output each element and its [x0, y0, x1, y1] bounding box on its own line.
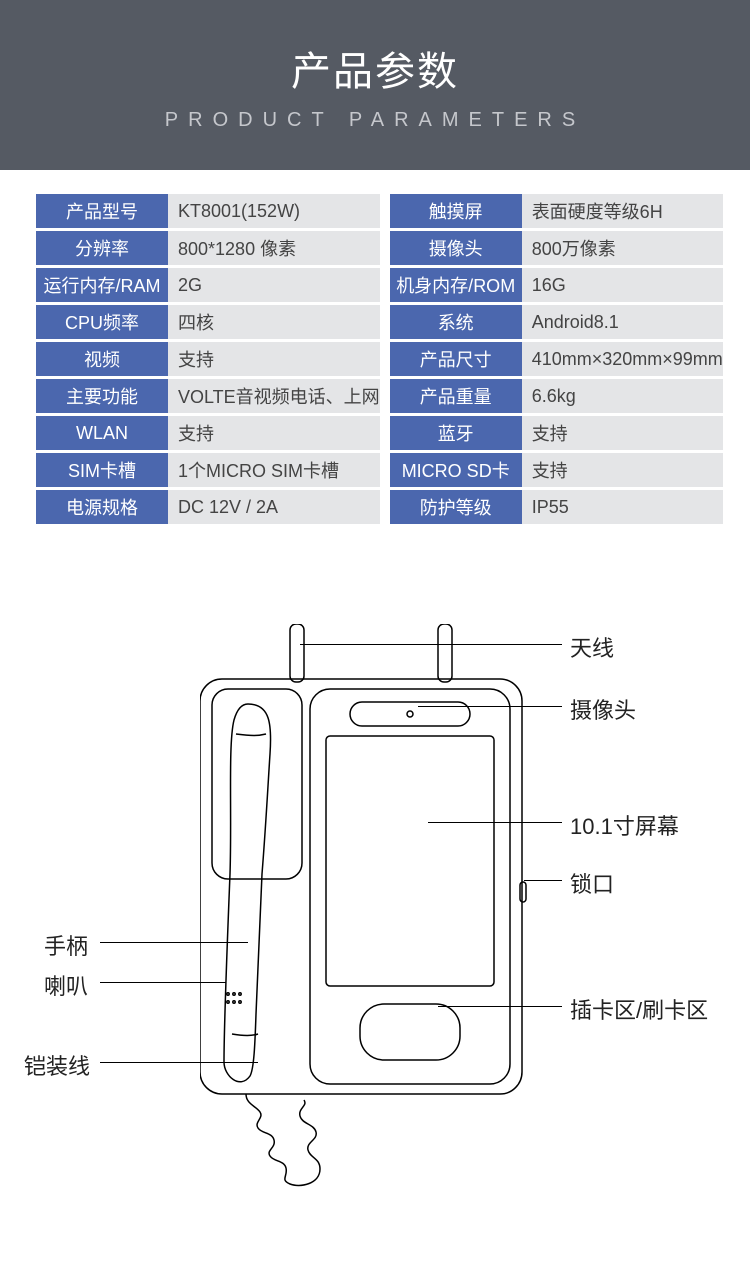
spec-label: 产品重量	[390, 379, 522, 413]
leader-line	[100, 982, 226, 983]
spec-label: MICRO SD卡	[390, 453, 522, 487]
spec-row: 视频支持	[36, 342, 380, 376]
spec-column-left: 产品型号KT8001(152W)分辨率800*1280 像素运行内存/RAM2G…	[36, 194, 380, 524]
diagram-callout: 锁口	[570, 867, 614, 899]
header: 产品参数 PRODUCT PARAMETERS	[0, 0, 750, 170]
diagram-callout: 铠装线	[24, 1049, 90, 1081]
spec-row: 运行内存/RAM2G	[36, 268, 380, 302]
leader-line	[524, 880, 562, 881]
spec-label: SIM卡槽	[36, 453, 168, 487]
diagram-callout: 手柄	[44, 929, 88, 961]
spec-value: 支持	[168, 342, 380, 376]
spec-table: 产品型号KT8001(152W)分辨率800*1280 像素运行内存/RAM2G…	[0, 170, 750, 534]
spec-label: 蓝牙	[390, 416, 522, 450]
diagram-callout: 天线	[570, 631, 614, 663]
spec-value: 四核	[168, 305, 380, 339]
diagram-callout: 插卡区/刷卡区	[570, 993, 708, 1025]
spec-row: 产品型号KT8001(152W)	[36, 194, 380, 228]
page-title: 产品参数	[291, 39, 459, 97]
spec-value: 支持	[522, 453, 723, 487]
leader-line	[100, 942, 248, 943]
spec-value: DC 12V / 2A	[168, 490, 380, 524]
product-diagram: 天线摄像头 10.1寸屏幕锁口插卡区/刷卡区 手柄喇叭铠装线	[0, 584, 750, 1264]
spec-label: 触摸屏	[390, 194, 522, 228]
spec-row: 产品尺寸410mm×320mm×99mm	[390, 342, 723, 376]
spec-label: 视频	[36, 342, 168, 376]
spec-row: 蓝牙支持	[390, 416, 723, 450]
spec-label: 防护等级	[390, 490, 522, 524]
spec-label: 产品型号	[36, 194, 168, 228]
spec-value: 支持	[168, 416, 380, 450]
leader-line	[418, 706, 562, 707]
leader-line	[100, 1062, 258, 1063]
spec-label: 电源规格	[36, 490, 168, 524]
spec-value: KT8001(152W)	[168, 194, 380, 228]
spec-label: 系统	[390, 305, 522, 339]
spec-row: 电源规格DC 12V / 2A	[36, 490, 380, 524]
spec-label: WLAN	[36, 416, 168, 450]
spec-value: 800万像素	[522, 231, 723, 265]
spec-label: 产品尺寸	[390, 342, 522, 376]
spec-value: 800*1280 像素	[168, 231, 380, 265]
spec-row: CPU频率四核	[36, 305, 380, 339]
spec-value: 6.6kg	[522, 379, 723, 413]
spec-value: 1个MICRO SIM卡槽	[168, 453, 380, 487]
diagram-callout: 10.1寸屏幕	[570, 809, 679, 841]
spec-value: IP55	[522, 490, 723, 524]
spec-value: 410mm×320mm×99mm	[522, 342, 723, 376]
spec-row: 防护等级IP55	[390, 490, 723, 524]
spec-value: VOLTE音视频电话、上网	[168, 379, 380, 413]
spec-row: MICRO SD卡支持	[390, 453, 723, 487]
spec-row: 主要功能VOLTE音视频电话、上网	[36, 379, 380, 413]
spec-value: 2G	[168, 268, 380, 302]
page-subtitle: PRODUCT PARAMETERS	[165, 109, 585, 132]
spec-row: 触摸屏表面硬度等级6H	[390, 194, 723, 228]
spec-label: 摄像头	[390, 231, 522, 265]
leader-line	[438, 1006, 562, 1007]
spec-label: CPU频率	[36, 305, 168, 339]
spec-row: 摄像头800万像素	[390, 231, 723, 265]
spec-row: 系统Android8.1	[390, 305, 723, 339]
spec-column-right: 触摸屏表面硬度等级6H摄像头800万像素机身内存/ROM16G系统Android…	[390, 194, 723, 524]
spec-row: 分辨率800*1280 像素	[36, 231, 380, 265]
spec-value: 16G	[522, 268, 723, 302]
spec-label: 运行内存/RAM	[36, 268, 168, 302]
spec-value: 支持	[522, 416, 723, 450]
spec-row: 机身内存/ROM16G	[390, 268, 723, 302]
spec-row: WLAN支持	[36, 416, 380, 450]
spec-row: 产品重量6.6kg	[390, 379, 723, 413]
spec-value: Android8.1	[522, 305, 723, 339]
device-drawing	[200, 624, 530, 1214]
spec-value: 表面硬度等级6H	[522, 194, 723, 228]
spec-label: 主要功能	[36, 379, 168, 413]
diagram-callout: 喇叭	[44, 969, 88, 1001]
spec-row: SIM卡槽1个MICRO SIM卡槽	[36, 453, 380, 487]
leader-line	[428, 822, 562, 823]
spec-label: 机身内存/ROM	[390, 268, 522, 302]
spec-label: 分辨率	[36, 231, 168, 265]
leader-line	[300, 644, 562, 645]
diagram-callout: 摄像头	[570, 693, 636, 725]
